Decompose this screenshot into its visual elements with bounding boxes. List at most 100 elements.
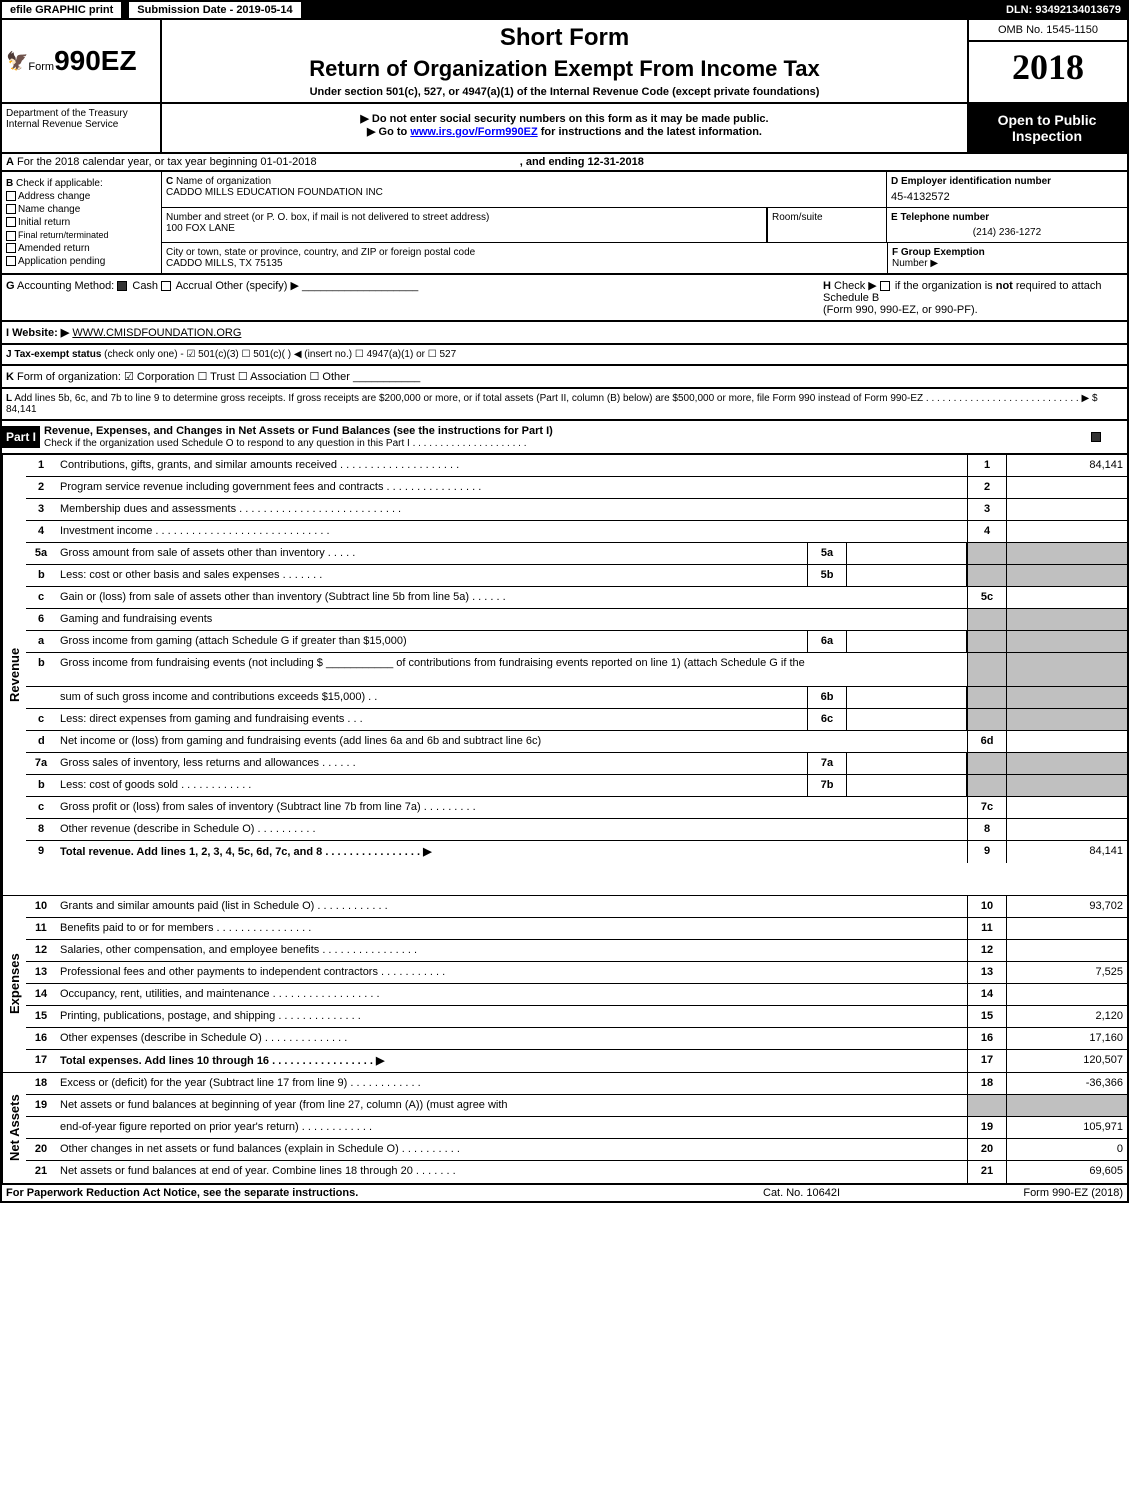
line-9: 9Total revenue. Add lines 1, 2, 3, 4, 5c…	[26, 841, 1127, 863]
line-19-value: 105,971	[1007, 1117, 1127, 1138]
line-7a-value	[847, 753, 967, 774]
tax-year: 2018	[969, 42, 1127, 92]
line-20: 20Other changes in net assets or fund ba…	[26, 1139, 1127, 1161]
check-address-change[interactable]: Address change	[6, 191, 157, 202]
part-1-header: Part I Revenue, Expenses, and Changes in…	[0, 421, 1129, 455]
line-10-value: 93,702	[1007, 896, 1127, 917]
line-15-value: 2,120	[1007, 1006, 1127, 1027]
form-prefix: Form	[28, 61, 54, 73]
line-3: 3Membership dues and assessments . . . .…	[26, 499, 1127, 521]
irs-label: Internal Revenue Service	[6, 119, 156, 130]
check-amended[interactable]: Amended return	[6, 243, 157, 254]
line-7c: cGross profit or (loss) from sales of in…	[26, 797, 1127, 819]
short-form-label: Short Form	[166, 24, 963, 52]
section-a: A For the 2018 calendar year, or tax yea…	[0, 154, 1129, 172]
check-final-return[interactable]: Final return/terminated	[6, 230, 157, 241]
section-e: E Telephone number (214) 236-1272	[887, 208, 1127, 242]
part-1-label: Part I	[2, 426, 40, 448]
phone-value: (214) 236-1272	[891, 227, 1123, 238]
line-5c: cGain or (loss) from sale of assets othe…	[26, 587, 1127, 609]
dept-box: Department of the Treasury Internal Reve…	[2, 104, 162, 152]
org-name-row: C Name of organization CADDO MILLS EDUCA…	[162, 172, 1127, 208]
cde-box: C Name of organization CADDO MILLS EDUCA…	[162, 172, 1127, 273]
line-5c-value	[1007, 587, 1127, 608]
bcde-row: B Check if applicable: Address change Na…	[0, 172, 1129, 275]
notice-1: ▶ Do not enter social security numbers o…	[170, 112, 959, 125]
cat-number: Cat. No. 10642I	[763, 1187, 963, 1199]
line-18: 18Excess or (deficit) for the year (Subt…	[26, 1073, 1127, 1095]
city-value: CADDO MILLS, TX 75135	[166, 258, 283, 269]
section-k: K Form of organization: ☑ Corporation ☐ …	[0, 366, 1129, 389]
expenses-label: Expenses	[2, 896, 26, 1072]
line-5b: bLess: cost or other basis and sales exp…	[26, 565, 1127, 587]
section-f: F Group Exemption Number ▶	[887, 243, 1127, 273]
line-4-value	[1007, 521, 1127, 542]
line-19b: end-of-year figure reported on prior yea…	[26, 1117, 1127, 1139]
line-21-value: 69,605	[1007, 1161, 1127, 1183]
check-pending[interactable]: Application pending	[6, 256, 157, 267]
line-13: 13Professional fees and other payments t…	[26, 962, 1127, 984]
gh-row: G Accounting Method: Cash Accrual Other …	[0, 275, 1129, 322]
address-row: Number and street (or P. O. box, if mail…	[162, 208, 1127, 243]
line-19a: 19Net assets or fund balances at beginni…	[26, 1095, 1127, 1117]
section-i: I Website: ▶ WWW.CMISDFOUNDATION.ORG	[0, 322, 1129, 345]
form-number-box: 🦅 Form990EZ	[2, 20, 162, 102]
notice-2: ▶ Go to www.irs.gov/Form990EZ for instru…	[170, 125, 959, 138]
line-8-value	[1007, 819, 1127, 840]
check-name-change[interactable]: Name change	[6, 204, 157, 215]
section-a-text: For the 2018 calendar year, or tax year …	[14, 156, 317, 168]
line-16: 16Other expenses (describe in Schedule O…	[26, 1028, 1127, 1050]
line-10: 10Grants and similar amounts paid (list …	[26, 896, 1127, 918]
section-d: D Employer identification number 45-4132…	[887, 172, 1127, 207]
line-6b: bGross income from fundraising events (n…	[26, 653, 1127, 687]
inspection-box: Open to Public Inspection	[967, 104, 1127, 152]
city-row: City or town, state or province, country…	[162, 243, 1127, 273]
h-checkbox[interactable]	[880, 281, 890, 291]
line-6b2: sum of such gross income and contributio…	[26, 687, 1127, 709]
netassets-label: Net Assets	[2, 1073, 26, 1183]
line-6d-value	[1007, 731, 1127, 752]
room-cell: Room/suite	[767, 208, 887, 242]
line-6d: dNet income or (loss) from gaming and fu…	[26, 731, 1127, 753]
open-to-public: Open to Public	[975, 112, 1119, 128]
title-box: Short Form Return of Organization Exempt…	[162, 20, 967, 102]
part-1-table: Revenue 1Contributions, gifts, grants, a…	[0, 455, 1129, 1185]
section-h: H Check ▶ if the organization is not req…	[823, 279, 1123, 316]
paperwork-notice: For Paperwork Reduction Act Notice, see …	[6, 1187, 763, 1199]
cash-checkbox[interactable]	[117, 281, 127, 291]
line-3-value	[1007, 499, 1127, 520]
line-12: 12Salaries, other compensation, and empl…	[26, 940, 1127, 962]
ein-value: 45-4132572	[891, 191, 1123, 203]
irs-link[interactable]: www.irs.gov/Form990EZ	[410, 126, 537, 138]
line-6c: cLess: direct expenses from gaming and f…	[26, 709, 1127, 731]
omb-number: OMB No. 1545-1150	[969, 20, 1127, 42]
form-number: 990EZ	[54, 45, 137, 76]
line-5a: 5aGross amount from sale of assets other…	[26, 543, 1127, 565]
form-header: 🦅 Form990EZ Short Form Return of Organiz…	[0, 20, 1129, 104]
efile-button[interactable]: efile GRAPHIC print	[0, 0, 123, 20]
line-6a-value	[847, 631, 967, 652]
accrual-checkbox[interactable]	[161, 281, 171, 291]
line-21: 21Net assets or fund balances at end of …	[26, 1161, 1127, 1183]
notice-box: ▶ Do not enter social security numbers o…	[162, 104, 967, 152]
line-1: 1Contributions, gifts, grants, and simil…	[26, 455, 1127, 477]
line-2-value	[1007, 477, 1127, 498]
label-a: A	[6, 156, 14, 168]
dept-label: Department of the Treasury	[6, 108, 156, 119]
line-6b-value	[847, 687, 967, 708]
line-12-value	[1007, 940, 1127, 961]
main-title: Return of Organization Exempt From Incom…	[166, 56, 963, 82]
city-cell: City or town, state or province, country…	[162, 243, 887, 273]
website-value[interactable]: WWW.CMISDFOUNDATION.ORG	[72, 327, 241, 339]
line-6c-value	[847, 709, 967, 730]
line-14: 14Occupancy, rent, utilities, and mainte…	[26, 984, 1127, 1006]
street-cell: Number and street (or P. O. box, if mail…	[162, 208, 767, 242]
line-6a: aGross income from gaming (attach Schedu…	[26, 631, 1127, 653]
footer: For Paperwork Reduction Act Notice, see …	[0, 1185, 1129, 1203]
section-a-ending: , and ending 12-31-2018	[520, 156, 644, 168]
part-1-check[interactable]	[1067, 427, 1127, 447]
check-initial-return[interactable]: Initial return	[6, 217, 157, 228]
line-5a-value	[847, 543, 967, 564]
line-7c-value	[1007, 797, 1127, 818]
line-11-value	[1007, 918, 1127, 939]
